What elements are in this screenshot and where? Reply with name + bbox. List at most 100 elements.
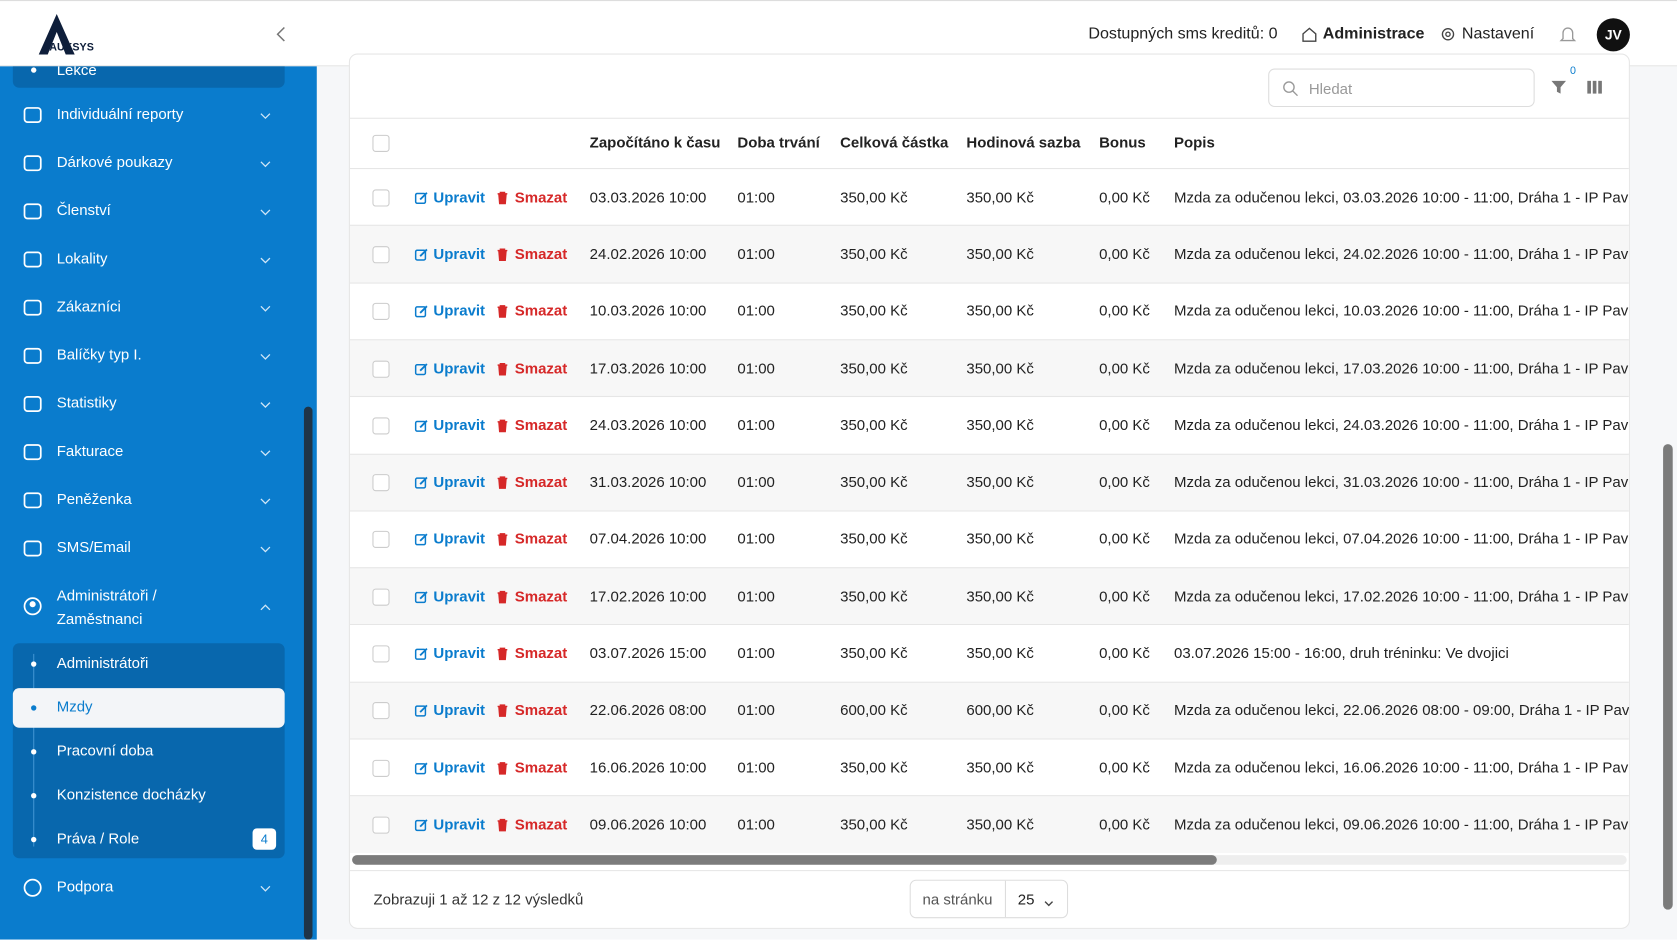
h-scroll-thumb[interactable]: [352, 855, 1217, 865]
table-cell: Mzda za odučenou lekci, 24.03.2026 10:00…: [1174, 416, 1630, 434]
table-cell: 01:00: [737, 758, 775, 776]
delete-icon-svg: [497, 590, 508, 604]
delete-button[interactable]: Smazat: [514, 758, 568, 776]
menu-icon-svg: [23, 107, 42, 124]
delete-button[interactable]: Smazat: [514, 473, 568, 491]
edit-button[interactable]: Upravit: [433, 187, 486, 206]
search-box[interactable]: Hledat: [1268, 68, 1535, 108]
sidebar-item[interactable]: Peněženka: [56, 490, 132, 508]
checkbox[interactable]: [372, 702, 390, 720]
delete-button[interactable]: Smazat: [514, 187, 568, 206]
table-cell: 350,00 Kč: [966, 587, 1034, 605]
edit-icon-svg: [414, 305, 428, 318]
edit-button[interactable]: Upravit: [433, 587, 486, 605]
sidebar-label[interactable]: Lekce: [56, 66, 97, 79]
submenu-item[interactable]: Mzdy: [56, 697, 93, 715]
edit-icon: [414, 589, 429, 604]
bullet: [31, 793, 37, 799]
columns-icon[interactable]: [1585, 78, 1604, 96]
checkbox[interactable]: [372, 360, 390, 378]
edit-button[interactable]: Upravit: [433, 416, 486, 434]
edit-icon: [414, 475, 429, 490]
checkbox[interactable]: [372, 417, 390, 435]
sidebar-item[interactable]: Podpora: [56, 877, 114, 895]
menu-icon-svg: [23, 597, 42, 616]
table-cell: 350,00 Kč: [966, 359, 1034, 377]
footer-divider: [349, 870, 1629, 872]
delete-icon-svg: [497, 362, 508, 375]
checkbox[interactable]: [372, 246, 390, 264]
edit-button[interactable]: Upravit: [433, 701, 486, 719]
submenu-item[interactable]: Administrátoři: [56, 653, 149, 672]
chevron: [259, 881, 272, 894]
table-cell: 350,00 Kč: [840, 473, 908, 491]
sidebar-item[interactable]: Členství: [56, 201, 111, 219]
edit-button[interactable]: Upravit: [433, 359, 486, 377]
admin-link[interactable]: Administrace: [1322, 24, 1425, 43]
checkbox[interactable]: [372, 189, 390, 207]
delete-button[interactable]: Smazat: [514, 644, 568, 662]
checkbox[interactable]: [372, 759, 390, 777]
chevron-svg: [260, 161, 271, 168]
avatar[interactable]: JV: [1596, 18, 1630, 52]
per-page[interactable]: na stránku 25: [909, 879, 1069, 919]
delete-icon: [496, 190, 510, 205]
collapse-button[interactable]: [272, 25, 291, 44]
menu-icon: [22, 442, 42, 462]
sidebar-item[interactable]: Balíčky typ I.: [56, 345, 142, 363]
checkbox[interactable]: [372, 134, 390, 152]
settings-link[interactable]: Nastavení: [1461, 24, 1535, 43]
checkbox[interactable]: [372, 816, 390, 834]
table-row: Upravit Smazat 03.07.2026 15:00 01:00 350,00…: [349, 624, 1629, 682]
sidebar-item[interactable]: Individuální reporty: [56, 104, 184, 123]
bullet: [31, 749, 37, 755]
edit-button[interactable]: Upravit: [433, 473, 486, 491]
edit-button[interactable]: Upravit: [433, 302, 486, 320]
table-cell: 0,00 Kč: [1099, 187, 1150, 206]
sidebar-item[interactable]: Lokality: [56, 249, 108, 267]
table-cell: 03.03.2026 10:00: [589, 187, 707, 206]
edit-button[interactable]: Upravit: [433, 644, 486, 662]
filter-icon[interactable]: [1550, 78, 1568, 96]
delete-button[interactable]: Smazat: [514, 416, 568, 434]
edit-button[interactable]: Upravit: [433, 530, 486, 548]
sidebar-item[interactable]: Zákazníci: [56, 297, 121, 315]
delete-button[interactable]: Smazat: [514, 530, 568, 548]
sidebar-group[interactable]: Administrátoři / Zaměstnanci: [56, 586, 157, 628]
checkbox[interactable]: [372, 303, 390, 321]
checkbox[interactable]: [372, 531, 390, 549]
table-cell: 0,00 Kč: [1099, 587, 1150, 605]
column-header: Celková částka: [840, 133, 949, 151]
submenu-item[interactable]: Pracovní doba: [56, 741, 154, 759]
table-cell: Mzda za odučenou lekci, 16.06.2026 10:00…: [1174, 758, 1630, 776]
delete-button[interactable]: Smazat: [514, 701, 568, 719]
checkbox[interactable]: [372, 588, 390, 606]
sidebar-item[interactable]: SMS/Email: [56, 538, 131, 556]
delete-button[interactable]: Smazat: [514, 302, 568, 320]
delete-button[interactable]: Smazat: [514, 359, 568, 377]
menu-icon-svg: [23, 878, 42, 897]
table: Započítáno k času Doba trvání Celková část…: [349, 117, 1630, 854]
edit-icon-svg: [414, 533, 428, 546]
submenu-item[interactable]: Práva / Role: [56, 829, 140, 847]
badge: 4: [252, 828, 277, 850]
page-scroll-thumb[interactable]: [1663, 444, 1673, 910]
bell-icon[interactable]: [1558, 25, 1577, 45]
delete-button[interactable]: Smazat: [514, 245, 568, 263]
table-cell: 350,00 Kč: [840, 587, 908, 605]
chevron-svg: [260, 498, 271, 505]
delete-icon-svg: [497, 533, 508, 547]
sidebar-item[interactable]: Dárkové poukazy: [56, 153, 173, 171]
logo-mark-svg: [38, 14, 75, 55]
submenu-item[interactable]: Konzistence docházky: [56, 785, 206, 803]
edit-button[interactable]: Upravit: [433, 245, 486, 263]
delete-button[interactable]: Smazat: [514, 815, 568, 833]
delete-button[interactable]: Smazat: [514, 587, 568, 605]
sidebar-item[interactable]: Statistiky: [56, 393, 117, 411]
edit-button[interactable]: Upravit: [433, 758, 486, 776]
checkbox[interactable]: [372, 474, 390, 492]
checkbox[interactable]: [372, 645, 390, 663]
sidebar-item[interactable]: Fakturace: [56, 441, 124, 460]
table-cell: 03.07.2026 15:00: [589, 644, 707, 662]
edit-button[interactable]: Upravit: [433, 815, 486, 833]
